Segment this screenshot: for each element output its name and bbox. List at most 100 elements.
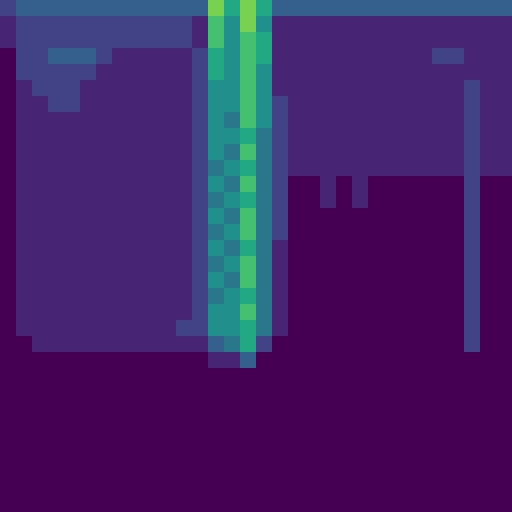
cell <box>432 48 449 65</box>
cell <box>176 144 193 161</box>
cell <box>240 496 257 512</box>
cell <box>96 96 113 113</box>
cell <box>288 96 305 113</box>
cell <box>432 96 449 113</box>
cell <box>320 448 337 465</box>
cell <box>400 208 417 225</box>
cell <box>384 32 401 49</box>
cell <box>256 176 273 193</box>
cell <box>304 16 321 33</box>
cell <box>32 400 49 417</box>
cell <box>256 400 273 417</box>
cell <box>384 240 401 257</box>
cell <box>80 384 97 401</box>
cell <box>256 304 273 321</box>
cell <box>192 112 209 129</box>
cell <box>336 352 353 369</box>
cell <box>416 400 433 417</box>
cell <box>464 144 481 161</box>
cell <box>288 160 305 177</box>
cell <box>32 16 49 33</box>
cell <box>32 32 49 49</box>
cell <box>144 0 161 17</box>
cell <box>448 448 465 465</box>
cell <box>16 496 33 512</box>
cell <box>464 16 481 33</box>
cell <box>288 224 305 241</box>
cell <box>432 128 449 145</box>
cell <box>128 160 145 177</box>
cell <box>80 432 97 449</box>
cell <box>336 64 353 81</box>
cell <box>288 304 305 321</box>
cell <box>160 176 177 193</box>
cell <box>320 112 337 129</box>
cell <box>320 384 337 401</box>
cell <box>400 416 417 433</box>
cell <box>416 32 433 49</box>
cell <box>496 80 512 97</box>
cell <box>0 240 17 257</box>
cell <box>400 176 417 193</box>
cell <box>80 128 97 145</box>
cell <box>288 352 305 369</box>
cell <box>48 416 65 433</box>
cell <box>64 256 81 273</box>
cell <box>384 112 401 129</box>
cell <box>352 464 369 481</box>
cell <box>496 384 512 401</box>
cell <box>464 384 481 401</box>
cell <box>32 304 49 321</box>
cell <box>352 144 369 161</box>
cell <box>384 96 401 113</box>
cell <box>416 288 433 305</box>
cell <box>240 208 257 225</box>
cell <box>384 224 401 241</box>
cell <box>400 432 417 449</box>
cell <box>480 80 497 97</box>
cell <box>336 256 353 273</box>
cell <box>432 80 449 97</box>
cell <box>368 416 385 433</box>
cell <box>272 416 289 433</box>
cell <box>336 112 353 129</box>
cell <box>464 0 481 17</box>
cell <box>352 384 369 401</box>
cell <box>384 368 401 385</box>
cell <box>192 304 209 321</box>
cell <box>128 176 145 193</box>
cell <box>80 272 97 289</box>
cell <box>128 112 145 129</box>
cell <box>400 304 417 321</box>
cell <box>64 176 81 193</box>
cell <box>176 320 193 337</box>
cell <box>48 32 65 49</box>
cell <box>416 144 433 161</box>
cell <box>224 320 241 337</box>
cell <box>224 0 241 17</box>
cell <box>288 448 305 465</box>
cell <box>32 208 49 225</box>
cell <box>304 80 321 97</box>
cell <box>320 208 337 225</box>
cell <box>0 432 17 449</box>
cell <box>480 304 497 321</box>
cell <box>0 320 17 337</box>
cell <box>368 400 385 417</box>
cell <box>176 16 193 33</box>
cell <box>176 32 193 49</box>
cell <box>48 272 65 289</box>
cell <box>64 160 81 177</box>
cell <box>192 448 209 465</box>
cell <box>352 16 369 33</box>
cell <box>272 240 289 257</box>
cell <box>32 128 49 145</box>
cell <box>16 32 33 49</box>
cell <box>16 480 33 497</box>
cell <box>240 16 257 33</box>
cell <box>48 224 65 241</box>
cell <box>464 48 481 65</box>
cell <box>160 416 177 433</box>
cell <box>288 480 305 497</box>
cell <box>112 320 129 337</box>
